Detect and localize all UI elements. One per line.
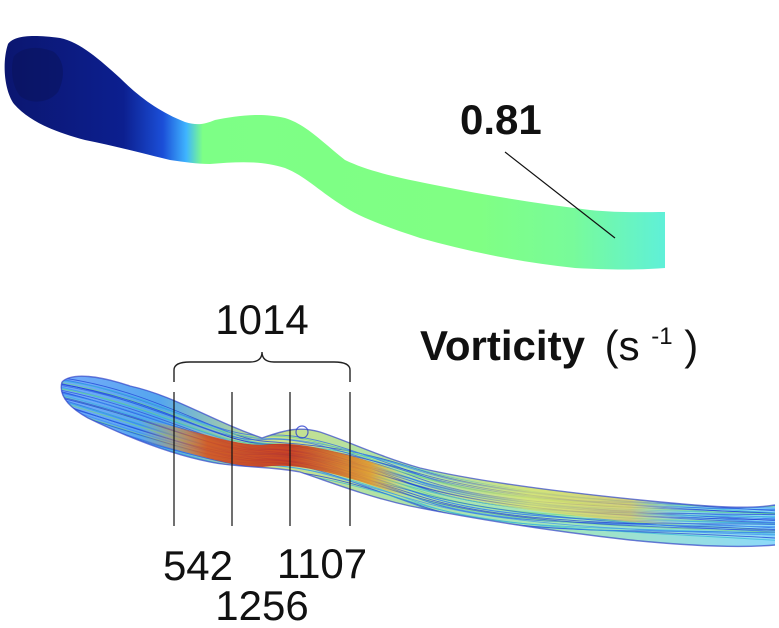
measurement-label-2: 1256 (215, 582, 308, 628)
measurement-lines (173, 392, 351, 526)
quantity-label: Vorticity (s -1 ) (420, 306, 698, 369)
measurement-label-1: 542 (163, 542, 233, 589)
streamline (61, 412, 775, 541)
bracket-value-label: 1014 (215, 296, 308, 343)
value-leader-line (504, 151, 616, 239)
quantity-name: Vorticity (420, 322, 586, 369)
vorticity-contour-vessel (4, 36, 665, 270)
streamline-vessel (60, 375, 776, 548)
unit-open: (s (605, 322, 640, 369)
unit-close: ) (684, 322, 698, 369)
streamline (61, 411, 775, 536)
measurement-label-3: 1107 (277, 540, 367, 587)
top-value-label: 0.81 (460, 96, 542, 143)
measurement-bracket (173, 351, 351, 382)
unit-exponent: -1 (651, 323, 672, 350)
